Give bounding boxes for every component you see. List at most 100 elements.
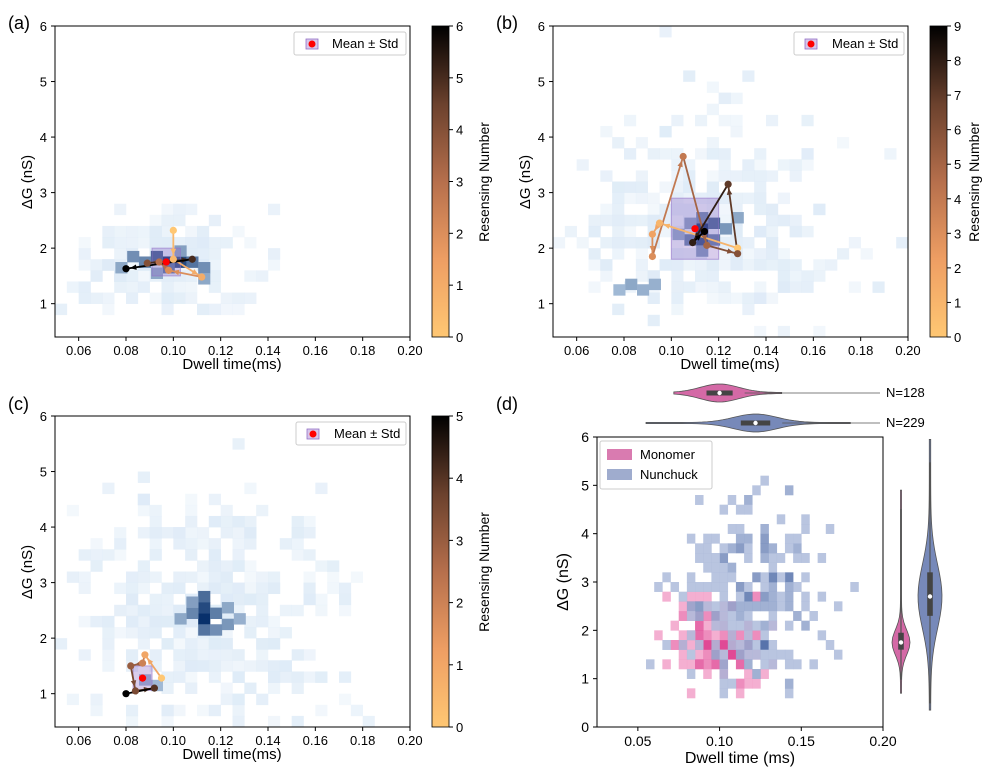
heat-cell [647,203,660,216]
nunchuck-cell [711,601,720,612]
x-tick-label: 0.10 [161,733,186,748]
heat-cell [635,259,648,271]
nunchuck-cell [817,630,827,641]
heat-cell [173,582,186,595]
heat-cell [220,571,233,583]
x-tick-label: 0.06 [564,343,589,358]
heat-cell [612,181,625,193]
heat-cell [197,571,210,583]
heat-cell [220,582,233,595]
heat-cell [742,170,755,182]
nunchuck-cell [760,572,769,583]
heat-cell [126,571,139,583]
heat-cell [268,248,281,260]
heat-cell [777,159,790,171]
colorbar-tick-label: 4 [456,123,463,138]
heat-cell [161,604,174,617]
y-tick-label: 6 [40,19,47,34]
heat-cell [612,237,625,249]
colorbar-tick-label: 1 [954,295,961,310]
nunchuck-cell [735,504,745,515]
nunchuck-cell [686,533,696,544]
panel-a-y-ticks: 1 2 3 4 5 6 [40,19,55,312]
panel-a-legend-text: Mean ± Std [332,36,398,51]
nunchuck-cell [744,659,753,670]
x-tick-label: 0.10 [659,343,684,358]
heat-cell [244,527,257,539]
nunchuck-cell [833,601,843,612]
nunchuck-cell [686,669,696,679]
monomer-cell [711,630,720,641]
nunchuck-cell [711,611,720,621]
heat-cell [173,671,186,683]
nunchuck-cell [727,640,737,650]
heat-cell [149,660,162,672]
x-tick-label: 0.16 [801,343,826,358]
y-tick-label: 0 [581,719,589,735]
path-arrowhead [162,264,169,271]
nunchuck-cell [793,611,802,621]
violin-median [753,420,758,426]
monomer-cell [678,659,688,670]
heat-cell [635,170,648,182]
panel-d-top-violins [645,383,880,433]
heat-cell [173,660,186,672]
nunchuck-cell [703,562,712,573]
heat-cell [244,627,257,639]
heat-cell [173,538,186,550]
monomer-cell [703,611,712,621]
colorbar-tick-label: 5 [456,409,463,424]
heat-cell [149,604,162,617]
nunchuck-cell [776,553,786,563]
heat-cell [659,125,672,138]
panel-a-ylabel: ΔG (nS) [19,155,36,209]
panel-d-heat-cells [646,475,859,699]
heat-cell [208,638,221,650]
mean-marker [138,674,147,682]
heat-cell [350,704,363,717]
heat-cell [185,225,198,238]
heat-cell [102,259,115,271]
path-arrowhead [649,246,656,253]
heat-cell [102,660,115,672]
monomer-cell [735,688,745,699]
heat-cell [303,649,316,661]
heat-cell [706,270,719,282]
x-tick-label: 0.06 [66,733,91,748]
heat-cell [208,248,221,260]
heat-cell [718,192,731,205]
y-tick-label: 4 [538,130,545,145]
heat-cell [149,292,162,304]
heat-cell [173,527,186,539]
heat-cell [197,248,210,260]
nunchuck-cell [801,572,810,583]
nunchuck-cell [801,524,810,534]
x-tick-label: 0.20 [397,733,422,748]
panel-c: (c) 0.06 0.08 0.10 0.12 0.14 0.16 0.18 0.20 1 2 3… [8,394,492,763]
heat-cell [315,671,328,683]
heat-cell [718,114,731,127]
monomer-cell [703,659,712,670]
heat-cell-hot [696,245,709,257]
heat-cell [695,259,708,271]
nunchuck-cell [760,630,769,641]
heat-cell [659,225,672,238]
monomer-cell [678,601,688,612]
heat-cell [718,248,731,260]
nunchuck-cell [760,649,769,660]
heat-cell [220,638,233,650]
path-point [648,252,657,261]
nunchuck-cell [735,601,745,612]
nunchuck-cell [768,582,778,592]
colorbar-tick-label: 6 [456,19,463,34]
heat-cell [813,325,826,338]
heat-cell [327,582,340,595]
nunchuck-cell [695,553,704,563]
heat-cell [766,114,779,127]
nunchuck-cell [727,572,737,583]
heat-cell [197,538,210,550]
heat-cell [695,270,708,282]
heat-cell [766,292,779,304]
monomer-cell [735,630,745,641]
path-point [131,687,140,695]
